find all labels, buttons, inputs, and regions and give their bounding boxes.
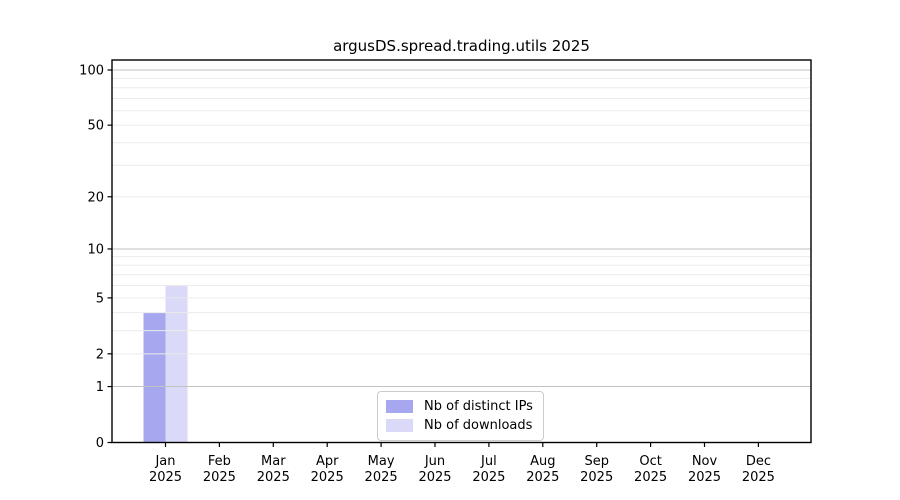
- x-tick-label-year: 2025: [742, 470, 775, 485]
- x-tick-label-year: 2025: [580, 470, 613, 485]
- x-tick-label-month: Feb: [208, 454, 231, 469]
- legend-label: Nb of downloads: [424, 418, 533, 433]
- x-tick-label-year: 2025: [149, 470, 182, 485]
- x-tick-label-year: 2025: [688, 470, 721, 485]
- x-tick-label-month: May: [368, 454, 395, 469]
- x-tick-label-month: Jun: [424, 454, 445, 469]
- y-tick-label: 20: [87, 190, 104, 205]
- legend-label: Nb of distinct IPs: [424, 399, 533, 414]
- x-tick-label-month: Sep: [584, 454, 609, 469]
- chart-title: argusDS.spread.trading.utils 2025: [333, 37, 590, 55]
- x-tick-label-month: Dec: [746, 454, 771, 469]
- plot-border: [111, 59, 812, 444]
- x-tick-label-year: 2025: [203, 470, 236, 485]
- legend-item-nb-of-downloads: Nb of downloads: [386, 416, 533, 435]
- legend: Nb of distinct IPs Nb of downloads: [377, 391, 544, 441]
- y-tick-label: 100: [79, 64, 104, 79]
- x-tick-label-year: 2025: [526, 470, 559, 485]
- x-tick-label-year: 2025: [634, 470, 667, 485]
- legend-swatch-nb-of-distinct-ips: [386, 400, 413, 413]
- x-tick-label-month: Apr: [316, 454, 339, 469]
- y-tick-label: 1: [96, 380, 104, 395]
- x-tick-label-month: Aug: [530, 454, 555, 469]
- y-tick-label: 0: [96, 436, 104, 451]
- x-tick-label-year: 2025: [365, 470, 398, 485]
- y-tick-label: 10: [87, 242, 104, 257]
- x-tick-label-year: 2025: [257, 470, 290, 485]
- y-tick-label: 5: [96, 291, 104, 306]
- bar-nb-of-distinct-ips-jan-2025: [143, 312, 166, 443]
- y-tick-label: 50: [87, 119, 104, 134]
- x-tick-label-month: Jan: [154, 454, 175, 469]
- x-tick-label-month: Mar: [261, 454, 286, 469]
- y-tick-label: 2: [96, 347, 104, 362]
- x-tick-label-year: 2025: [472, 470, 505, 485]
- bar-nb-of-downloads-jan-2025: [165, 285, 188, 443]
- x-tick-label-year: 2025: [311, 470, 344, 485]
- legend-item-nb-of-distinct-ips: Nb of distinct IPs: [386, 397, 533, 416]
- x-tick-label-year: 2025: [418, 470, 451, 485]
- x-tick-label-month: Jul: [480, 454, 497, 469]
- x-tick-label-month: Oct: [639, 454, 661, 469]
- x-tick-label-month: Nov: [692, 454, 718, 469]
- legend-swatch-nb-of-downloads: [386, 419, 413, 432]
